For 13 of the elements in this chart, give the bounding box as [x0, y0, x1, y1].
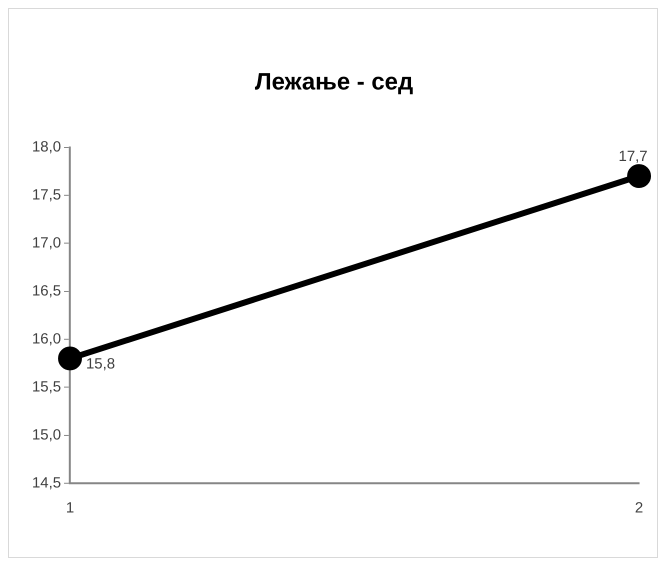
y-tick-label: 18,0: [32, 138, 62, 156]
y-tick-label: 15,5: [32, 378, 62, 396]
y-tick-label: 16,0: [32, 330, 62, 348]
data-label: 17,7: [618, 148, 648, 165]
y-tick-label: 15,0: [32, 426, 62, 444]
y-tick-label: 14,5: [32, 474, 62, 492]
y-tick-label: 17,0: [32, 234, 62, 252]
y-tick-label: 16,5: [32, 282, 62, 300]
x-tick-label: 1: [66, 499, 74, 516]
y-tick-label: 17,5: [32, 186, 62, 204]
data-label: 15,8: [86, 356, 116, 373]
chart-title: Лежање - сед: [254, 68, 414, 96]
x-tick-label: 2: [634, 499, 644, 516]
